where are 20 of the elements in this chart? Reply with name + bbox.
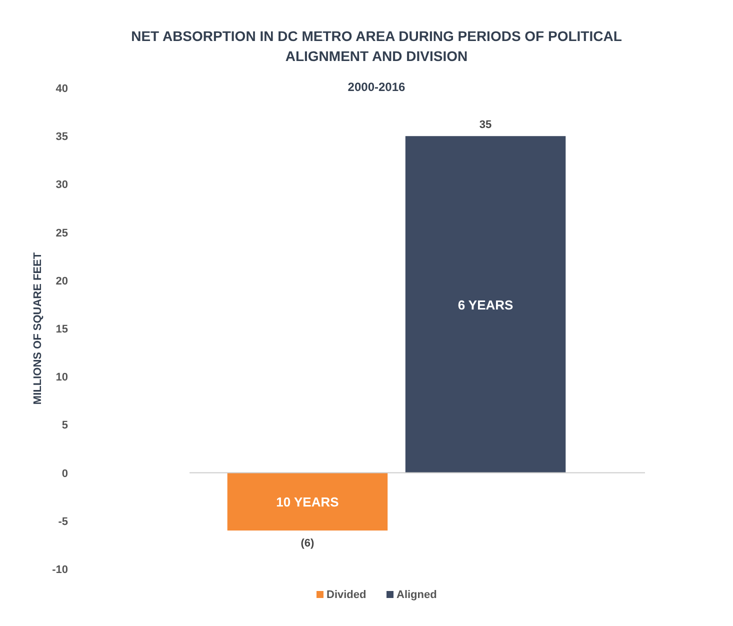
legend-label: Divided: [326, 589, 366, 601]
y-tick-label: 40: [56, 83, 68, 95]
data-label: (6): [300, 538, 315, 550]
y-tick-label: 30: [56, 179, 68, 192]
annotation: 10 YEARS: [276, 494, 340, 510]
y-tick-label: 15: [56, 324, 68, 336]
y-tick-label: -10: [52, 564, 68, 576]
y-tick-label: 20: [56, 275, 68, 288]
y-tick-label: -5: [58, 516, 68, 528]
annotation: 6 YEARS: [458, 297, 514, 312]
y-tick-label: 35: [56, 131, 68, 144]
chart-title: NET ABSORPTION IN DC METRO AREA DURING PERIODS OF POLITICAL ALIGNMENT AND DIVISION: [131, 28, 622, 64]
y-tick-label: 5: [62, 420, 68, 432]
legend-label: Aligned: [396, 589, 437, 601]
y-tick-label: 25: [56, 227, 68, 240]
y-tick-label: 0: [62, 468, 68, 480]
y-axis-title: MILLIONS OF SQUARE FEET: [32, 252, 44, 405]
data-label: 35: [479, 119, 492, 132]
chart-subtitle: 2000-2016: [348, 80, 406, 94]
y-tick-label: 10: [56, 372, 68, 384]
